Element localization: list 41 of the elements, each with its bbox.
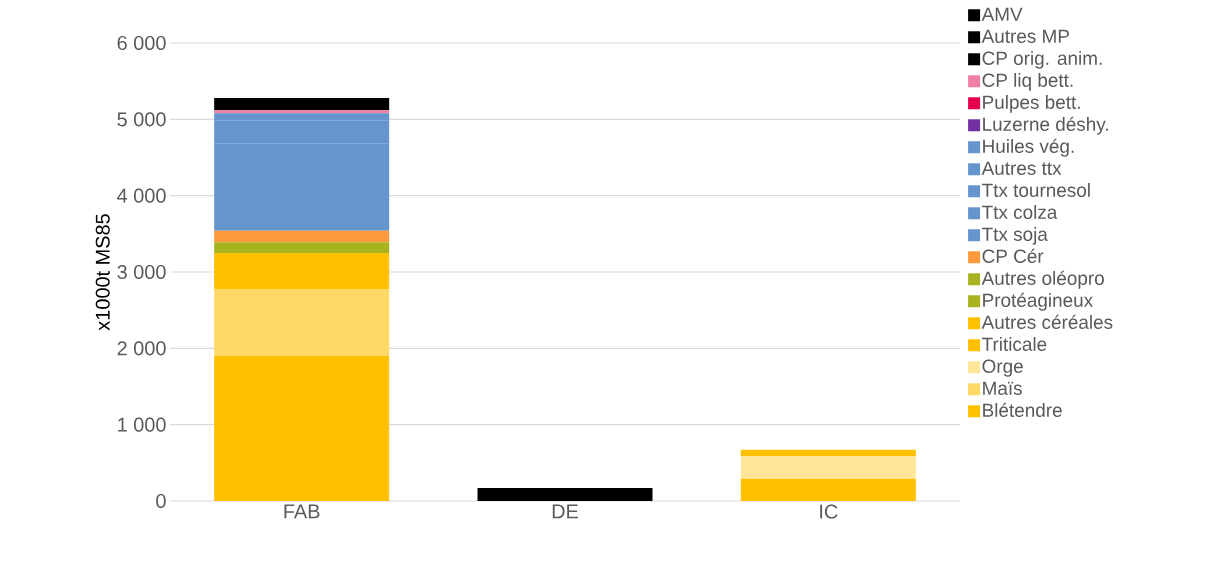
bar xyxy=(214,110,390,114)
y-tick-label: 5 000 xyxy=(117,112,166,127)
legend-label: Autres céréales xyxy=(981,314,1113,329)
y-tick-label: 4 000 xyxy=(117,188,166,203)
bar xyxy=(214,242,390,253)
y-tick-label: 3 000 xyxy=(117,264,166,280)
bar xyxy=(214,355,390,501)
legend-label: Autres oléopro xyxy=(981,270,1104,289)
bar xyxy=(740,449,916,456)
bar xyxy=(740,455,916,479)
legend-label: Huiles vég. xyxy=(983,138,1074,157)
legend-label: Ttx soja xyxy=(982,227,1048,245)
bar xyxy=(477,488,653,501)
y-tick-label: 2 000 xyxy=(117,341,166,356)
x-tick-label: IC xyxy=(820,504,838,519)
legend-label: Triticale xyxy=(982,337,1047,351)
legend-label: AMV xyxy=(981,7,1023,21)
legend-label: Protéagineux xyxy=(983,292,1093,311)
y-axis-title: x1000t MS85 xyxy=(95,214,110,331)
legend-label: Pulpes bett. xyxy=(983,95,1080,113)
legend-label: Autres MP xyxy=(981,29,1069,43)
legend-label: Blétendre xyxy=(983,402,1062,417)
y-tick-label: 0 xyxy=(156,493,166,509)
bar xyxy=(214,252,390,290)
legend-label: CP liq bett. xyxy=(982,73,1073,91)
legend-label: CP Cér xyxy=(982,248,1044,263)
legend-label: Maïs xyxy=(983,381,1022,395)
bar xyxy=(740,478,916,501)
legend-label: CP orig. anim. xyxy=(982,51,1102,69)
legend-label: Luzerne déshy. xyxy=(983,116,1108,135)
bar xyxy=(214,289,390,356)
legend-label: Orge xyxy=(982,359,1023,377)
legend-label: Autres ttx xyxy=(981,161,1062,175)
x-tick-label: DE xyxy=(552,504,578,519)
legend-label: Ttx tournesol xyxy=(982,183,1090,197)
legend-label: Ttx colza xyxy=(982,205,1058,219)
x-tick-label: FAB xyxy=(284,504,320,519)
y-tick-label: 6 000 xyxy=(117,35,166,51)
y-tick-label: 1 000 xyxy=(118,417,166,432)
bar xyxy=(214,230,390,243)
bar xyxy=(214,97,390,111)
